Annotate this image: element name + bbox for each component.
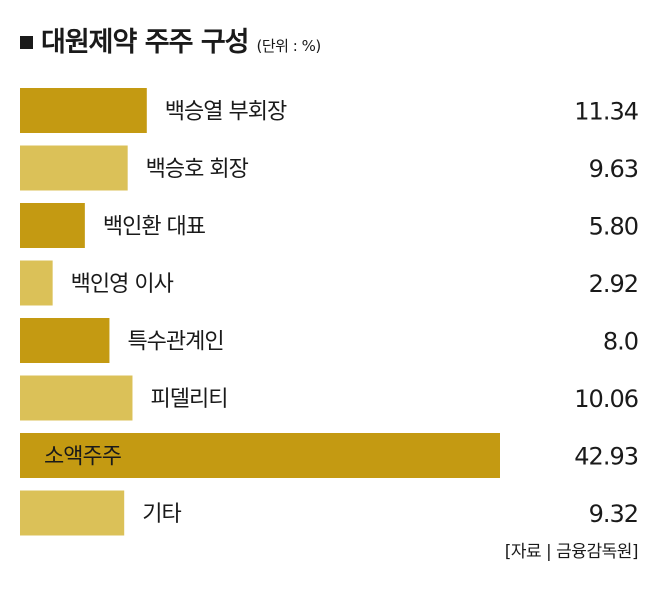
chart-unit: (단위 : %): [256, 37, 322, 55]
category-label-6: 피델리티: [150, 387, 227, 412]
bar-1: [20, 88, 147, 133]
category-label-2: 백승호 회장: [146, 157, 249, 182]
category-label-1: 백승열 부회장: [165, 100, 287, 125]
value-label-6: 10.06: [574, 385, 638, 413]
bar-6: [20, 375, 133, 421]
chart-title-block: 대원제약 주주 구성 (단위 : %): [20, 20, 321, 64]
bar-4: [20, 260, 53, 306]
chart-title: 대원제약 주주 구성: [41, 27, 250, 58]
category-label-4: 백인영 이사: [71, 272, 174, 297]
bar-2: [20, 145, 128, 191]
value-label-4: 2.92: [589, 270, 638, 298]
category-label-5: 특수관계인: [127, 330, 223, 355]
bar-8: [20, 490, 125, 536]
value-label-1: 11.34: [574, 98, 638, 126]
category-label-3: 백인환 대표: [103, 215, 206, 240]
value-label-5: 8.0: [603, 328, 638, 356]
category-label-7: 소액주주: [44, 445, 122, 470]
bar-7: [20, 433, 500, 478]
value-label-2: 9.63: [589, 155, 638, 183]
chart-source: [자료 | 금융감독원]: [504, 542, 639, 562]
shareholder-bar-chart: 백승열 부회장 11.34 백승호 회장 9.63 백인환 대표 5.80 백인영 이사 2.…: [20, 88, 639, 536]
value-label-8: 9.32: [589, 500, 638, 528]
category-label-8: 기타: [142, 502, 181, 527]
value-label-7: 42.93: [574, 443, 638, 471]
bar-3: [20, 203, 85, 248]
bar-5: [20, 318, 110, 363]
title-square-icon: [20, 36, 33, 49]
value-label-3: 5.80: [589, 213, 638, 241]
